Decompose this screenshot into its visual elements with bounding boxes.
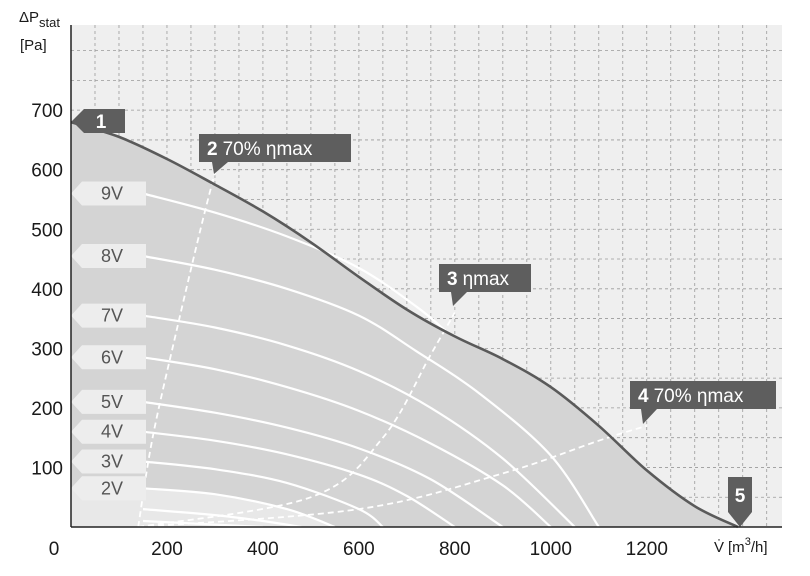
x-tick-label: 0 [49, 539, 60, 560]
point-label-3: 3 ηmax [439, 264, 531, 306]
voltage-tag-shape [71, 303, 146, 328]
y-tick-label: 100 [31, 458, 63, 479]
voltage-tags: 9V 8V 7V 6V 5V 4V 3V 2V [71, 181, 146, 501]
x-tick-label: 600 [343, 539, 375, 560]
voltage-tag-shape [71, 244, 146, 268]
x-axis-label: V̇ [m3/h] [714, 536, 768, 556]
curve-5v [142, 400, 504, 528]
voltage-tag-7v: 7V [71, 303, 146, 328]
curve-6v [142, 356, 552, 528]
x-tick-label: 200 [151, 539, 183, 560]
voltage-tag-shape [71, 389, 146, 414]
voltage-tag-shape [71, 181, 146, 206]
point-label-text: 4 70% ηmax [638, 386, 744, 407]
voltage-curves [142, 192, 600, 529]
point-label-2: 2 70% ηmax [199, 134, 351, 174]
point-label-shape [439, 264, 531, 306]
x-tick-label: 800 [439, 539, 471, 560]
x-tick-labels: 0 200 400 600 800 1000 1200 [49, 539, 668, 560]
point-label-number: 5 [735, 486, 746, 507]
voltage-tag-8v: 8V [71, 244, 146, 268]
efficiency-line [137, 172, 216, 528]
point-label-shape [199, 134, 351, 174]
voltage-tag-6v: 6V [71, 345, 146, 370]
point-label-text: 3 ηmax [447, 269, 510, 290]
y-tick-labels: 100 200 300 400 500 600 700 [31, 101, 63, 479]
y-axis-label: ΔPstat [19, 9, 60, 30]
curve-7v [142, 314, 576, 528]
y-tick-label: 700 [31, 101, 63, 122]
x-tick-label: 400 [247, 539, 279, 560]
point-label-5: 5 [728, 477, 752, 527]
point-label-number: 1 [96, 112, 107, 133]
curve-4v [142, 430, 456, 528]
point-label-shape [72, 109, 125, 133]
y-tick-label: 500 [31, 220, 63, 241]
y-tick-label: 600 [31, 161, 63, 182]
point-labels: 1 2 70% ηmax 3 ηmax 4 70% ηmax 5 [72, 109, 776, 527]
y-tick-label: 400 [31, 280, 63, 301]
voltage-tag-3v: 3V [71, 449, 146, 474]
voltage-tag-shape [71, 476, 146, 501]
curve-2v [142, 487, 336, 529]
voltage-tag-4v: 4V [71, 419, 146, 444]
voltage-tag-5v: 5V [71, 389, 146, 414]
y-tick-label: 300 [31, 339, 63, 360]
voltage-tag-label: 9V [101, 184, 123, 204]
voltage-tag-label: 5V [101, 392, 123, 412]
voltage-tag-label: 6V [101, 347, 123, 367]
voltage-tag-shape [71, 419, 146, 444]
curve-8v [142, 254, 600, 528]
voltage-tag-label: 2V [101, 478, 123, 498]
efficiency-lines [137, 172, 648, 528]
voltage-tag-9v: 9V [71, 181, 146, 206]
point-label-4: 4 70% ηmax [630, 381, 776, 424]
point-label-1: 1 [72, 109, 125, 133]
voltage-tag-label: 4V [101, 422, 123, 442]
y-tick-label: 200 [31, 399, 63, 420]
efficiency-line [138, 424, 648, 528]
x-tick-label: 1000 [530, 539, 572, 560]
operating-region [71, 122, 738, 527]
max-curve [70, 120, 739, 529]
x-tick-label: 1200 [626, 539, 668, 560]
curve-3v [142, 460, 384, 528]
point-label-shape [728, 477, 752, 527]
voltage-tag-shape [71, 449, 146, 474]
point-label-text: 2 70% ηmax [207, 139, 313, 160]
point-label-shape [630, 381, 776, 424]
efficiency-line [138, 312, 456, 528]
voltage-tag-label: 7V [101, 306, 123, 326]
voltage-tag-label: 3V [101, 452, 123, 472]
voltage-tag-2v: 2V [71, 476, 146, 501]
voltage-tag-label: 8V [101, 246, 123, 266]
curve-low [142, 508, 302, 529]
voltage-tag-shape [71, 345, 146, 370]
y-axis-unit: [Pa] [20, 37, 47, 54]
